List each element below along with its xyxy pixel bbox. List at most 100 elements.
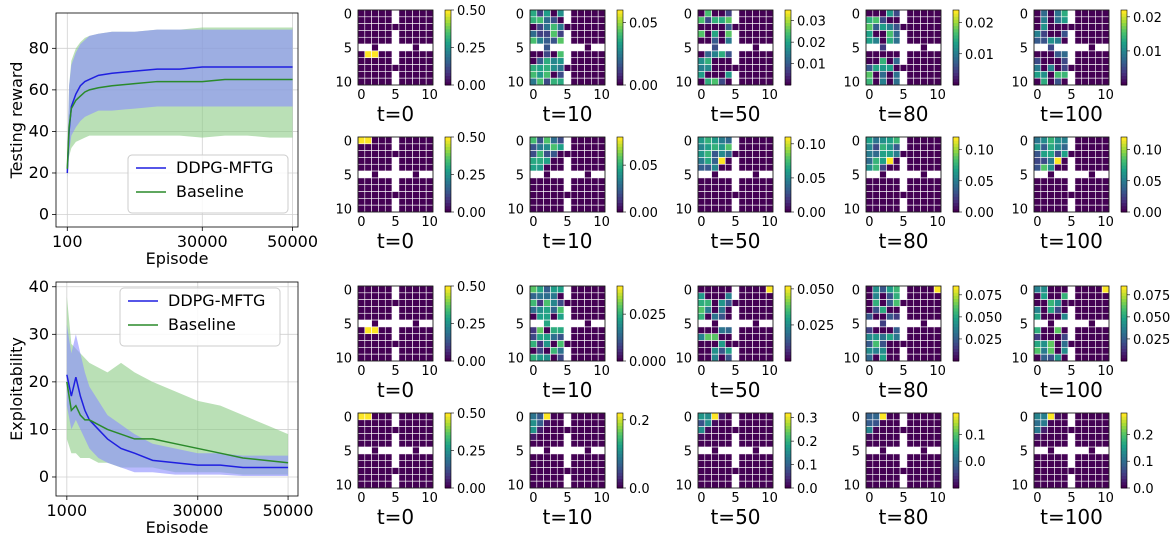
heatmap-xtick-label: 5 xyxy=(1067,215,1075,230)
colorbar-segment xyxy=(1121,425,1127,430)
heatmap-cell xyxy=(920,177,928,186)
heatmap-cell xyxy=(425,439,434,448)
heatmap-cell xyxy=(1074,191,1083,199)
heatmap-cell xyxy=(731,57,740,65)
colorbar-segment xyxy=(617,301,623,306)
heatmap-cell xyxy=(697,64,706,72)
heatmap-cell xyxy=(384,157,393,165)
colorbar-segment xyxy=(445,463,451,467)
heatmap-ytick-label: 0 xyxy=(1020,134,1028,149)
colorbar-segment xyxy=(1121,16,1127,20)
heatmap-cell xyxy=(1067,433,1076,441)
colorbar-segment xyxy=(445,459,451,464)
colorbar-tick-label: 0.10 xyxy=(797,138,826,153)
heatmap-cell xyxy=(886,460,894,468)
heatmap-cell xyxy=(872,474,880,482)
colorbar-tick-label: 0.1 xyxy=(797,459,818,474)
heatmap-cell xyxy=(550,143,558,151)
heatmap-cell xyxy=(391,36,400,45)
heatmap-ytick-label: 0 xyxy=(1020,283,1028,298)
heatmap-cell xyxy=(570,474,579,482)
heatmap-cell xyxy=(412,136,420,145)
heatmap-cell xyxy=(556,460,565,468)
heatmap-cell xyxy=(1095,446,1103,455)
heatmap-cell xyxy=(738,170,747,179)
heatmap-cell xyxy=(1088,198,1096,206)
colorbar-segment xyxy=(1121,475,1127,480)
heatmap-cell xyxy=(738,426,747,434)
colorbar-segment xyxy=(617,146,623,150)
heatmap-cell xyxy=(412,184,420,192)
heatmap-cell xyxy=(412,204,420,213)
heatmap-cell xyxy=(1067,480,1076,489)
heatmap-cell xyxy=(711,50,719,59)
heatmap-cell xyxy=(425,285,434,294)
heatmap-cell xyxy=(1054,312,1062,321)
heatmap-cell xyxy=(765,439,774,448)
heatmap-cell xyxy=(711,474,719,482)
heatmap-cell xyxy=(371,419,379,427)
heatmap-cell xyxy=(886,150,894,158)
colorbar-segment xyxy=(617,41,623,45)
heatmap-cell xyxy=(1054,16,1062,24)
heatmap-cell xyxy=(765,191,774,199)
heatmap-cell xyxy=(357,36,366,45)
colorbar-tick-label: 0.05 xyxy=(629,159,658,174)
heatmap-cell xyxy=(398,184,407,192)
heatmap-cell xyxy=(1074,143,1083,151)
heatmap-cell xyxy=(745,292,753,300)
colorbar-segment xyxy=(617,295,623,299)
colorbar-segment xyxy=(785,345,791,349)
heatmap-xtick-label: 10 xyxy=(1097,88,1114,103)
colorbar-segment xyxy=(617,348,623,353)
heatmap-cell xyxy=(759,150,767,158)
heatmap-cell xyxy=(879,43,887,52)
heatmap-cell xyxy=(1054,333,1062,341)
colorbar-segment xyxy=(953,177,959,182)
heatmap-cell xyxy=(357,57,366,65)
heatmap-cell xyxy=(425,43,434,52)
heatmap-cell xyxy=(584,191,592,199)
heatmap-cell xyxy=(1088,143,1096,151)
heatmap-cell xyxy=(536,136,544,145)
colorbar-segment xyxy=(1121,196,1127,200)
heatmap-cell xyxy=(536,64,544,72)
heatmap-cell xyxy=(378,460,386,468)
heatmap-cell xyxy=(357,71,366,79)
heatmap-cell xyxy=(412,50,420,59)
heatmap-cell xyxy=(865,467,874,475)
heatmap-cell xyxy=(543,9,551,18)
heatmap-cell xyxy=(570,30,579,38)
heatmap-cell xyxy=(1060,319,1069,328)
colorbar-segment xyxy=(953,354,959,359)
heatmap-cell xyxy=(550,157,558,165)
heatmap-frame xyxy=(865,285,942,362)
heatmap-cell xyxy=(752,150,760,158)
heatmap-cell xyxy=(1040,319,1048,328)
colorbar-segment xyxy=(445,155,451,160)
colorbar-segment xyxy=(785,66,791,70)
heatmap-cell xyxy=(591,467,599,475)
heatmap-cell xyxy=(1088,191,1096,199)
heatmap-cell xyxy=(1054,439,1062,448)
heatmap-cell xyxy=(920,157,928,165)
heatmap-cell xyxy=(1074,333,1083,341)
colorbar-segment xyxy=(785,202,791,207)
heatmap-cell xyxy=(550,36,558,45)
heatmap-cell xyxy=(357,292,366,300)
heatmap-ytick-label: 5 xyxy=(516,169,524,184)
heatmap-cell xyxy=(913,460,921,468)
heatmap-cell xyxy=(556,480,565,489)
heatmap-cell xyxy=(419,285,427,294)
heatmap-cell xyxy=(724,64,733,72)
heatmap-cell xyxy=(738,184,747,192)
heatmap-cell xyxy=(536,23,544,31)
heatmap-cell xyxy=(927,71,935,79)
heatmap-cell xyxy=(731,299,740,307)
heatmap-cell xyxy=(398,16,407,24)
heatmap-cell xyxy=(704,163,712,172)
colorbar-frame xyxy=(952,412,960,489)
heatmap-cell xyxy=(425,474,434,482)
colorbar-segment xyxy=(1121,295,1127,299)
